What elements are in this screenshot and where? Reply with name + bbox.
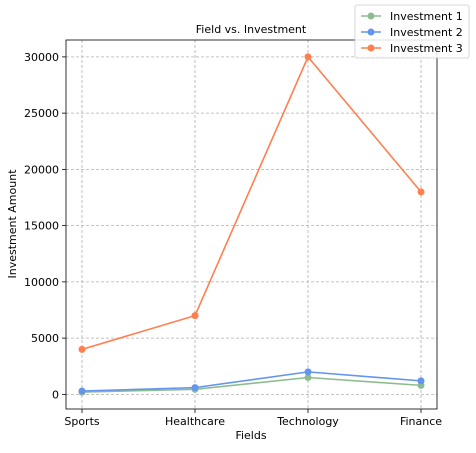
data-point-series-2 <box>78 387 86 395</box>
legend-label: Investment 1 <box>390 10 463 23</box>
grid-lines <box>66 40 437 409</box>
chart-title: Field vs. Investment <box>196 23 307 36</box>
y-tick-label: 20000 <box>24 163 59 176</box>
legend-label: Investment 3 <box>390 42 463 55</box>
y-tick-label: 10000 <box>24 276 59 289</box>
y-tick-label: 30000 <box>24 51 59 64</box>
series-lines <box>78 53 425 396</box>
plot-frame <box>65 39 438 410</box>
y-tick-label: 25000 <box>24 107 59 120</box>
data-point-series-3 <box>191 312 199 320</box>
x-tick-label: Finance <box>400 415 442 428</box>
data-point-series-3 <box>417 188 425 196</box>
legend: Investment 1 Investment 2 Investment 3 <box>354 4 470 59</box>
legend-swatch-marker <box>367 12 375 20</box>
series-line-1 <box>81 376 422 393</box>
data-point-series-3 <box>78 345 86 353</box>
legend-label: Investment 2 <box>390 26 463 39</box>
x-tick-label: Healthcare <box>165 415 225 428</box>
axes <box>62 39 438 413</box>
x-axis-title: Fields <box>235 429 266 442</box>
y-tick-label: 15000 <box>24 220 59 233</box>
x-tick-label: Sports <box>64 415 100 428</box>
x-tick-label: Technology <box>276 415 339 428</box>
series-line-3 <box>81 55 422 351</box>
data-point-series-2 <box>417 377 425 385</box>
data-point-series-1 <box>304 374 312 381</box>
tick-labels: 0 5000 10000 15000 20000 25000 30000 Sports Heal… <box>24 51 442 428</box>
data-point-series-2 <box>304 368 312 376</box>
y-axis-title: Investment Amount <box>6 169 19 279</box>
legend-box <box>354 4 470 59</box>
data-point-series-3 <box>304 53 312 61</box>
series-line-2 <box>81 371 422 392</box>
legend-swatch-marker <box>367 28 375 36</box>
y-tick-label: 5000 <box>31 332 59 345</box>
legend-swatch-marker <box>367 44 375 52</box>
y-tick-label: 0 <box>52 388 59 401</box>
data-point-series-2 <box>191 384 199 392</box>
